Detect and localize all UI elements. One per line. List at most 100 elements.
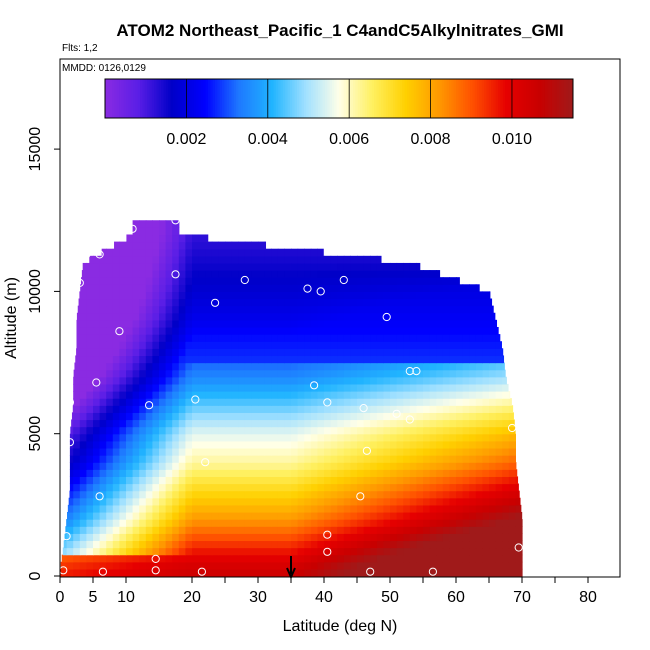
heatmap-cell (462, 298, 470, 307)
heatmap-cell (409, 334, 417, 342)
heatmap-cell (363, 341, 371, 349)
heatmap-cell (112, 561, 120, 570)
heatmap-cell (350, 455, 358, 463)
heatmap-cell (126, 568, 134, 577)
heatmap-cell (304, 476, 312, 485)
heatmap-cell (165, 383, 173, 392)
heatmap-cell (429, 533, 437, 542)
colorbar-segment (112, 79, 115, 118)
heatmap-cell (99, 391, 107, 399)
sample-point (191, 395, 200, 404)
heatmap-cell (324, 262, 332, 271)
heatmap-cell (363, 305, 371, 314)
heatmap-cell (383, 334, 391, 342)
colorbar-segment (165, 79, 169, 118)
heatmap-cell (277, 440, 285, 449)
sample-point (392, 409, 401, 418)
heatmap-cell (317, 533, 325, 542)
heatmap-cell (495, 369, 503, 378)
heatmap-cell (357, 341, 365, 349)
heatmap-cell (93, 469, 101, 477)
heatmap-cell (436, 547, 444, 556)
heatmap-cell (343, 554, 351, 563)
heatmap-cell (192, 412, 200, 421)
heatmap-cell (495, 362, 503, 371)
colorbar-segment (493, 79, 497, 118)
heatmap-cell (416, 412, 424, 421)
heatmap-cell (456, 334, 464, 342)
heatmap-cell (462, 405, 470, 413)
heatmap-cell (423, 305, 431, 314)
heatmap-cell (508, 447, 516, 456)
heatmap-cell (482, 362, 490, 371)
heatmap-cell (469, 383, 477, 392)
heatmap-cell (515, 462, 517, 470)
heatmap-cell (409, 547, 417, 556)
heatmap-cell (370, 483, 378, 492)
heatmap-cell (139, 248, 147, 257)
heatmap-cell (462, 511, 470, 520)
colorbar-segment (383, 79, 387, 118)
heatmap-cell (152, 547, 160, 556)
heatmap-cell (376, 526, 384, 534)
heatmap-cell (218, 326, 226, 335)
sample-point (115, 327, 124, 336)
heatmap-cell (139, 533, 147, 542)
heatmap-cell (106, 298, 114, 307)
heatmap-cell (244, 554, 252, 563)
heatmap-cell (357, 383, 365, 392)
heatmap-cell (429, 462, 437, 470)
heatmap-cell (152, 241, 160, 250)
heatmap-cell (370, 376, 378, 385)
colorbar-segment (226, 79, 230, 118)
heatmap-cell (383, 497, 391, 506)
heatmap-cell (343, 326, 351, 335)
heatmap-cell (462, 568, 470, 577)
heatmap-cell (409, 270, 417, 278)
colorbar-segment (247, 79, 251, 118)
heatmap-cell (152, 234, 160, 243)
heatmap-cell (376, 511, 384, 520)
heatmap-cell (508, 469, 516, 477)
heatmap-cell (390, 334, 398, 342)
heatmap-cell (403, 341, 411, 349)
heatmap-cell (271, 277, 279, 285)
heatmap-cell (482, 547, 490, 556)
heatmap-cell (277, 398, 285, 406)
heatmap-cell (436, 497, 444, 506)
heatmap-cell (495, 440, 503, 449)
heatmap-cell (469, 533, 477, 542)
heatmap-cell (238, 255, 246, 264)
heatmap-cell (178, 277, 186, 285)
heatmap-cell (515, 561, 523, 570)
heatmap-cell (198, 519, 206, 527)
colorbar-segment (355, 79, 359, 118)
heatmap-cell (251, 291, 259, 300)
heatmap-cell (185, 312, 193, 321)
heatmap-cell (238, 504, 246, 513)
heatmap-cell (343, 433, 351, 442)
heatmap-cell (370, 497, 378, 506)
heatmap-cell (436, 455, 444, 463)
heatmap-cell (489, 412, 497, 421)
heatmap-cell (462, 326, 470, 335)
heatmap-cell (231, 291, 239, 300)
sample-point (362, 446, 371, 455)
heatmap-cell (225, 540, 233, 549)
heatmap-cell (449, 305, 457, 314)
heatmap-cell (159, 277, 167, 285)
colorbar-segment (514, 79, 518, 118)
colorbar-tick-label: 0.008 (411, 131, 451, 148)
heatmap-cell (93, 476, 101, 485)
heatmap-cell (198, 554, 206, 563)
heatmap-cell (86, 326, 94, 335)
heatmap-cell (284, 426, 292, 435)
heatmap-cell (178, 490, 186, 499)
colorbar-segment (418, 79, 422, 118)
heatmap-cell (238, 312, 246, 321)
heatmap-cell (330, 476, 338, 485)
heatmap-cell (396, 540, 404, 549)
heatmap-cell (198, 547, 206, 556)
heatmap-cell (284, 291, 292, 300)
